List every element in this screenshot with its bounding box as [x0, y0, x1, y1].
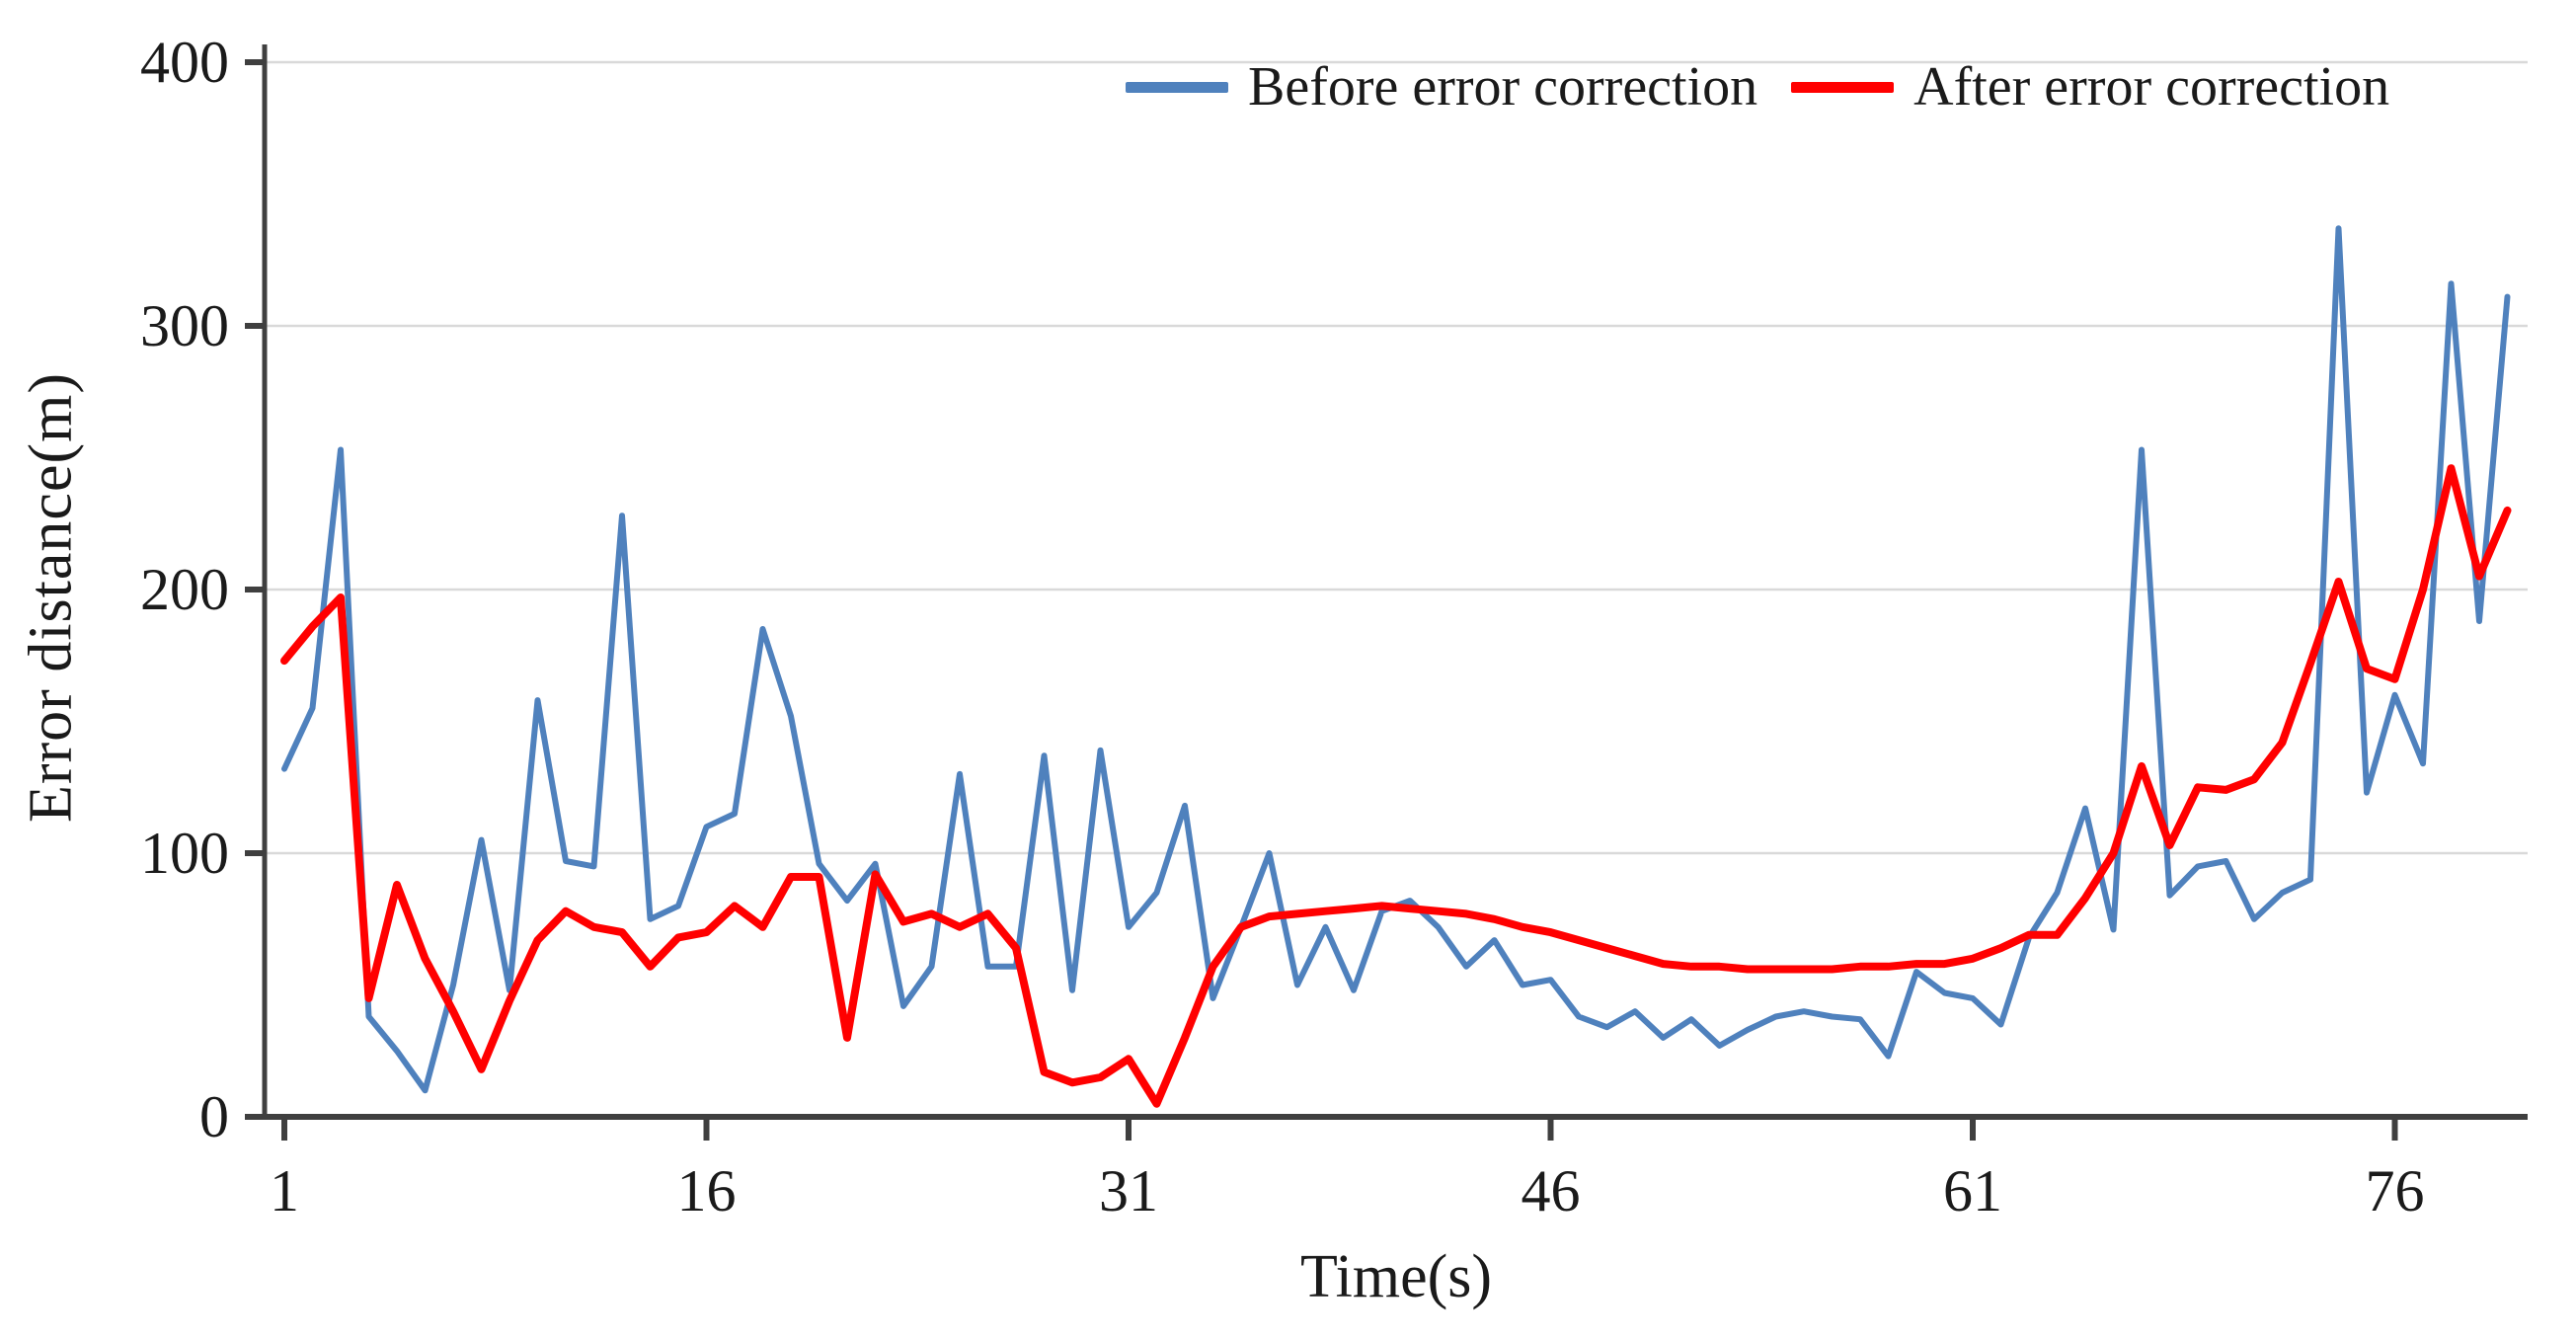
x-tick-label-31: 31 — [1099, 1158, 1158, 1223]
x-axis-title: Time(s) — [1299, 1243, 1493, 1310]
y-tick-label-400: 400 — [140, 30, 229, 95]
legend-item-before-correction: Before error correction — [1126, 59, 1757, 115]
chart-legend: Before error correction After error corr… — [1126, 59, 2389, 115]
x-tick-label-61: 61 — [1943, 1158, 2002, 1223]
legend-item-after-correction: After error correction — [1791, 59, 2389, 115]
x-tick-label-76: 76 — [2366, 1158, 2425, 1223]
y-tick-label-300: 300 — [140, 293, 229, 358]
series-line-after-correction — [280, 464, 2512, 1108]
x-tick-label-46: 46 — [1522, 1158, 1581, 1223]
legend-label: After error correction — [1913, 56, 2390, 118]
y-axis-title: Error distance(m) — [17, 372, 85, 823]
series-line-before-correction — [281, 225, 2511, 1094]
y-tick-label-200: 200 — [140, 557, 229, 622]
y-tick-label-100: 100 — [140, 821, 229, 886]
x-tick-label-1: 1 — [270, 1158, 299, 1223]
x-tick-label-16: 16 — [677, 1158, 737, 1223]
y-tick-label-0: 0 — [199, 1084, 229, 1149]
legend-line-swatch-blue — [1126, 81, 1228, 93]
legend-line-swatch-red — [1791, 81, 1895, 93]
legend-label: Before error correction — [1248, 56, 1758, 118]
